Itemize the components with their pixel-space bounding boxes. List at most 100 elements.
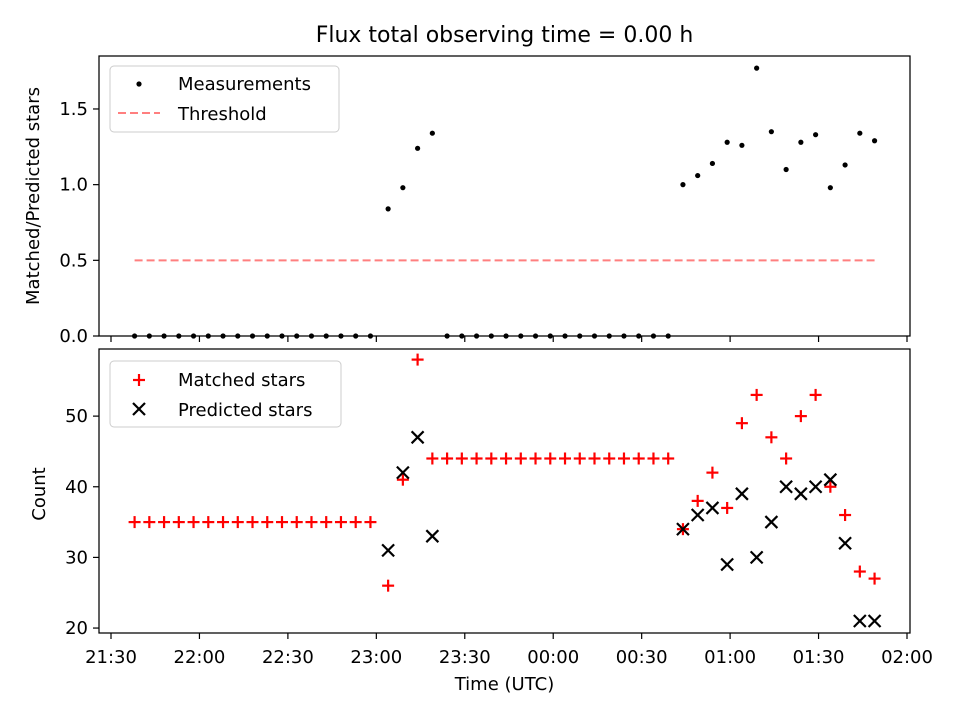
bottom-panel: 20 30 40 50 21:30 22:00 22:30 23:00 23:30 00:00 0…: [29, 348, 933, 695]
matched-star-point: [706, 466, 719, 479]
measurement-point: [798, 139, 804, 145]
measurement-point: [680, 182, 686, 188]
x-axis-label: Time (UTC): [454, 674, 555, 695]
matched-star-point: [559, 452, 572, 465]
measurement-point: [695, 172, 701, 179]
top-y-tick-label: 1.0: [59, 175, 88, 196]
predicted-star-point: [838, 536, 852, 551]
matched-star-point: [573, 452, 586, 465]
x-tick-label: 00:00: [527, 647, 579, 668]
matched-star-point: [809, 388, 822, 401]
matched-star-point: [721, 501, 734, 514]
matched-star-point: [632, 452, 645, 465]
measurement-point: [385, 206, 391, 212]
x-tick-label: 01:30: [793, 647, 845, 668]
top-legend: Measurements Threshold: [109, 65, 340, 133]
measurement-point: [724, 139, 730, 145]
measurement-point: [813, 132, 819, 138]
matched-star-point: [617, 452, 630, 465]
predicted-star-point: [794, 487, 808, 501]
bottom-y-axis: 20 30 40 50: [65, 406, 99, 639]
predicted-star-point: [410, 430, 425, 445]
matched-star-point: [305, 516, 318, 529]
matched-star-point: [794, 410, 807, 423]
top-y-tick-label: 1.5: [59, 99, 88, 120]
measurement-point: [871, 138, 878, 144]
x-tick-label: 02:00: [881, 647, 933, 668]
matched-star-point: [765, 431, 778, 444]
matched-star-point: [231, 516, 244, 529]
predicted-star-point: [676, 522, 690, 536]
predicted-star-point: [705, 501, 720, 515]
matched-star-point: [275, 516, 288, 529]
bottom-y-tick-label: 20: [65, 618, 88, 639]
matched-star-point: [839, 509, 852, 522]
matched-star-point: [514, 452, 527, 465]
top-y-axis: 0.0 0.5 1.0 1.5: [59, 99, 99, 347]
bottom-y-tick-label: 30: [65, 547, 88, 568]
predicted-star-point: [425, 529, 440, 543]
matched-star-point: [735, 417, 748, 430]
legend-predicted-marker: [132, 402, 146, 416]
chart-title: Flux total observing time = 0.00 h: [316, 23, 694, 48]
predicted-star-point: [764, 515, 779, 529]
matched-star-point: [246, 516, 259, 529]
top-y-tick-label: 0.0: [59, 326, 88, 347]
top-legend-box: [109, 65, 340, 133]
x-tick-label: 00:30: [616, 647, 668, 668]
matched-star-point: [780, 452, 793, 465]
measurement-point: [857, 130, 863, 136]
matched-star-point: [485, 452, 498, 465]
predicted-star-point: [808, 479, 823, 494]
measurement-point: [429, 130, 435, 136]
matched-star-point: [426, 452, 439, 465]
x-tick-label: 22:30: [262, 647, 314, 668]
matched-star-point: [290, 516, 303, 529]
matched-star-point: [529, 452, 542, 465]
predicted-star-point: [853, 614, 867, 628]
legend-measurements-label: Measurements: [178, 74, 311, 95]
top-y-tick-label: 0.5: [59, 250, 88, 271]
predicted-star-point: [779, 479, 793, 494]
matched-star-point: [172, 516, 185, 529]
matched-star-point: [217, 516, 230, 529]
predicted-star-point: [823, 472, 838, 487]
bottom-legend: Matched stars Predicted stars: [109, 360, 342, 428]
measurement-point: [783, 166, 789, 173]
matched-star-point: [750, 388, 763, 401]
matched-star-point: [662, 452, 675, 465]
predicted-star-point: [396, 465, 410, 480]
bottom-plot-area: [128, 353, 882, 628]
predicted-star-point: [720, 557, 734, 572]
x-tick-label: 23:30: [439, 647, 491, 668]
measurement-point: [415, 145, 421, 151]
x-tick-label: 23:00: [350, 647, 402, 668]
matched-star-point: [396, 473, 409, 486]
bottom-legend-box: [109, 360, 342, 428]
measurement-point: [754, 65, 760, 71]
bottom-y-tick-label: 50: [65, 406, 88, 427]
top-y-axis-label: Matched/Predicted stars: [23, 87, 44, 305]
legend-matched-label: Matched stars: [178, 370, 305, 391]
legend-measurements-marker: [136, 81, 142, 87]
matched-star-point: [441, 452, 454, 465]
matched-star-point: [382, 579, 395, 592]
x-tick-label: 22:00: [174, 647, 226, 668]
matched-star-point: [470, 452, 483, 465]
matched-star-point: [187, 516, 200, 529]
measurement-point: [842, 162, 848, 168]
matched-star-point: [349, 516, 362, 529]
matched-star-point: [411, 353, 424, 366]
matched-star-point: [128, 516, 141, 529]
legend-threshold-label: Threshold: [177, 104, 267, 125]
legend-matched-marker: [133, 374, 145, 386]
matched-star-point: [603, 452, 616, 465]
top-axes-frame: [98, 55, 911, 337]
matched-star-point: [320, 516, 333, 529]
top-panel: 0.0 0.5 1.0 1.5 Matched/Predicted stars Mea…: [23, 55, 911, 347]
matched-star-point: [158, 516, 171, 529]
predicted-star-point: [690, 508, 705, 522]
matched-star-point: [824, 480, 837, 493]
predicted-star-point: [381, 543, 395, 558]
